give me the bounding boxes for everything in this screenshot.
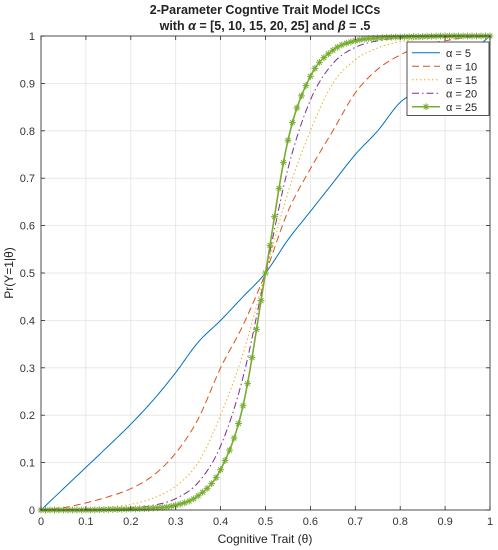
legend-label-3: α = 15 [446, 75, 477, 87]
series-marker [275, 185, 283, 192]
x-tick-label: 0.4 [213, 516, 228, 528]
y-axis-label: Pr(Y=1|θ) [2, 247, 16, 298]
series-marker [239, 402, 247, 410]
series-marker [320, 54, 328, 62]
series-marker [271, 213, 278, 221]
series-marker [244, 380, 251, 387]
series-marker [419, 33, 427, 40]
series-marker [131, 505, 139, 513]
series-marker [199, 488, 207, 496]
series-marker [221, 457, 229, 464]
series-marker [212, 474, 220, 482]
chart-title-line-2: with α = [5, 10, 15, 20, 25] and β = .5 [159, 19, 371, 33]
title-alpha: α [188, 19, 197, 33]
x-tick-label: 0.2 [123, 516, 138, 528]
series-marker [262, 269, 269, 277]
series-marker [253, 325, 260, 333]
series-marker [235, 420, 242, 427]
title-prefix: with [159, 19, 188, 33]
series-marker [113, 505, 121, 513]
y-tick-label: 0.2 [20, 410, 35, 422]
x-tick-label: 0 [38, 516, 44, 528]
x-tick-label: 0.8 [393, 516, 408, 528]
series-marker [311, 64, 319, 72]
series-marker [329, 46, 337, 54]
series-marker [217, 466, 224, 474]
axis-ticks: 0 0.1 0.2 0.3 0.4 0.5 0.6 0.7 0.8 0.9 1 0 0.1 0.2 0.3 0… [20, 31, 493, 528]
series-marker [356, 36, 364, 44]
x-tick-label: 0.1 [78, 516, 93, 528]
y-tick-label: 0.5 [20, 268, 35, 280]
legend-label-1: α = 5 [446, 48, 471, 60]
x-tick-label: 0.3 [168, 516, 183, 528]
series-marker [190, 495, 198, 503]
series-marker [266, 241, 274, 249]
legend-box [406, 41, 490, 116]
y-tick-label: 0.1 [20, 458, 35, 470]
legend-label-5: α = 25 [446, 102, 477, 114]
series-marker [226, 446, 233, 454]
series-marker [293, 104, 301, 112]
y-tick-label: 0.7 [20, 173, 35, 185]
x-tick-label: 0.7 [348, 516, 363, 528]
series-marker [167, 502, 175, 510]
series-marker [410, 33, 418, 41]
series-marker [248, 354, 256, 361]
series-marker [208, 480, 216, 488]
series-marker [289, 119, 296, 126]
y-tick-label: 1 [29, 31, 35, 43]
series-marker [257, 297, 265, 305]
y-tick-label: 0.4 [20, 315, 35, 327]
x-tick-label: 0.6 [303, 516, 318, 528]
series-marker [347, 38, 355, 46]
y-tick-label: 0.3 [20, 363, 35, 375]
series-marker [284, 136, 292, 144]
title-mid: = [5, 10, 15, 20, 25] and [196, 19, 338, 33]
legend-label-4: α = 20 [446, 88, 477, 100]
title-suffix: = .5 [346, 19, 371, 33]
legend: α = 5α = 10 α = 15α = 20 α = 25 [406, 41, 490, 116]
series-marker [401, 33, 409, 41]
chart-title-line-1: 2-Parameter Cogntive Trait Model ICCs [150, 3, 381, 17]
x-axis-label: Cognitive Trait (θ) [218, 532, 313, 546]
series-marker [280, 159, 287, 166]
series-marker [104, 506, 112, 513]
x-tick-label: 0.5 [258, 516, 273, 528]
series-marker [298, 92, 305, 100]
series-marker [122, 505, 130, 513]
x-tick-label: 1 [487, 516, 493, 528]
series-marker [163, 503, 171, 511]
x-tick-label: 0.9 [437, 516, 452, 528]
y-tick-label: 0.6 [20, 221, 35, 233]
series-marker [324, 50, 332, 58]
legend-label-2: α = 10 [446, 61, 477, 73]
y-tick-label: 0 [29, 505, 35, 517]
title-beta: β [337, 19, 346, 33]
series-marker [315, 58, 323, 66]
series-marker [176, 500, 184, 508]
series-marker [342, 39, 350, 47]
y-tick-label: 0.9 [20, 78, 35, 90]
series-marker [194, 492, 202, 500]
series-marker [230, 434, 238, 442]
series-marker [302, 82, 310, 89]
legend-marker-5 [422, 103, 430, 111]
series-marker [203, 484, 211, 492]
y-tick-label: 0.8 [20, 126, 35, 138]
series-marker [307, 72, 314, 80]
